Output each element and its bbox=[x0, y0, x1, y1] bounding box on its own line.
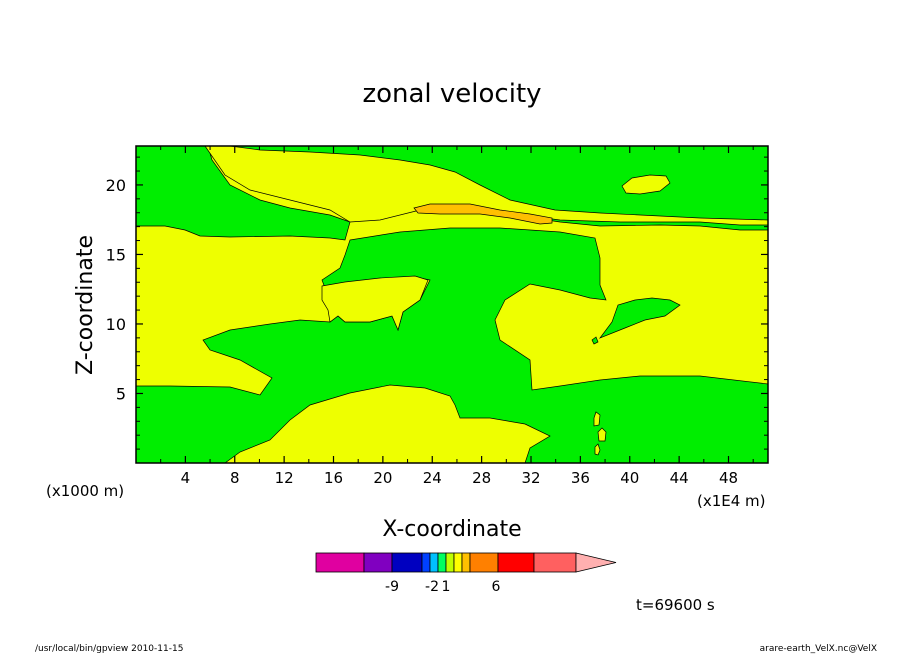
positive-region-notch bbox=[321, 275, 429, 332]
negative-patch-right bbox=[598, 297, 681, 339]
x-axis-label: X-coordinate bbox=[382, 517, 521, 542]
colorbar-segment bbox=[461, 552, 471, 573]
x-tick-label: 4 bbox=[181, 469, 191, 487]
plot-frame bbox=[135, 145, 769, 464]
x-axis-ticks: 4 8 12 16 20 24 28 32 36 40 44 48 bbox=[160, 146, 754, 487]
positive-blob-lower-a bbox=[593, 411, 601, 427]
colorbar-segment bbox=[315, 552, 365, 573]
y-tick-label: 5 bbox=[116, 384, 126, 403]
x-tick-label: 16 bbox=[324, 469, 343, 487]
x-tick-label: 32 bbox=[521, 469, 540, 487]
positive-blob-top bbox=[621, 174, 671, 195]
colorbar-tick-label: -2 bbox=[425, 579, 439, 595]
x-unit-right: (x1E4 m) bbox=[697, 492, 766, 510]
colorbar-tick-label: 1 bbox=[442, 579, 451, 595]
footer-left: /usr/local/bin/gpview 2010-11-15 bbox=[35, 644, 183, 654]
strong-positive-streak bbox=[413, 203, 553, 225]
x-tick-label: 28 bbox=[472, 469, 491, 487]
colorbar-segment bbox=[429, 552, 439, 573]
colorbar-arrow bbox=[575, 552, 617, 573]
x-tick-label: 48 bbox=[719, 469, 738, 487]
negative-dot bbox=[591, 336, 599, 345]
colorbar-segment bbox=[363, 552, 393, 573]
y-tick-label: 20 bbox=[106, 176, 126, 195]
positive-blob-lower-b bbox=[597, 427, 607, 442]
positive-region-upper bbox=[204, 146, 768, 226]
x-tick-label: 24 bbox=[423, 469, 442, 487]
y-tick-label: 10 bbox=[106, 315, 126, 334]
footer-right: arare-earth_VelX.nc@VelX bbox=[760, 644, 877, 654]
chart-title: zonal velocity bbox=[362, 79, 541, 109]
negative-region-upper bbox=[136, 146, 351, 241]
positive-blob-lower-c bbox=[594, 443, 601, 456]
x-unit-left: (x1000 m) bbox=[46, 482, 124, 500]
x-tick-label: 20 bbox=[373, 469, 392, 487]
colorbar-segment bbox=[445, 552, 455, 573]
colorbar-segment bbox=[437, 552, 447, 573]
colorbar-segment bbox=[453, 552, 463, 573]
x-tick-label: 36 bbox=[571, 469, 590, 487]
colorbar-tick-label: -9 bbox=[385, 579, 399, 595]
x-tick-label: 12 bbox=[275, 469, 294, 487]
colorbar-segment bbox=[533, 552, 577, 573]
y-axis-label: Z-coordinate bbox=[73, 235, 98, 375]
colorbar-segment bbox=[421, 552, 431, 573]
colorbar-segment bbox=[497, 552, 535, 573]
colorbar-segment bbox=[469, 552, 499, 573]
colorbar bbox=[315, 552, 617, 573]
x-tick-label: 8 bbox=[230, 469, 240, 487]
x-tick-label: 44 bbox=[670, 469, 689, 487]
x-tick-label: 40 bbox=[620, 469, 639, 487]
colorbar-segment bbox=[391, 552, 423, 573]
y-axis-ticks: 5 10 15 20 bbox=[106, 156, 768, 450]
time-label: t=69600 s bbox=[636, 596, 715, 614]
colorbar-tick-label: 6 bbox=[492, 579, 501, 595]
y-tick-label: 15 bbox=[106, 245, 126, 264]
colorbar-tick-labels: -9 -2 1 6 bbox=[385, 579, 501, 595]
plot-area bbox=[136, 146, 768, 463]
